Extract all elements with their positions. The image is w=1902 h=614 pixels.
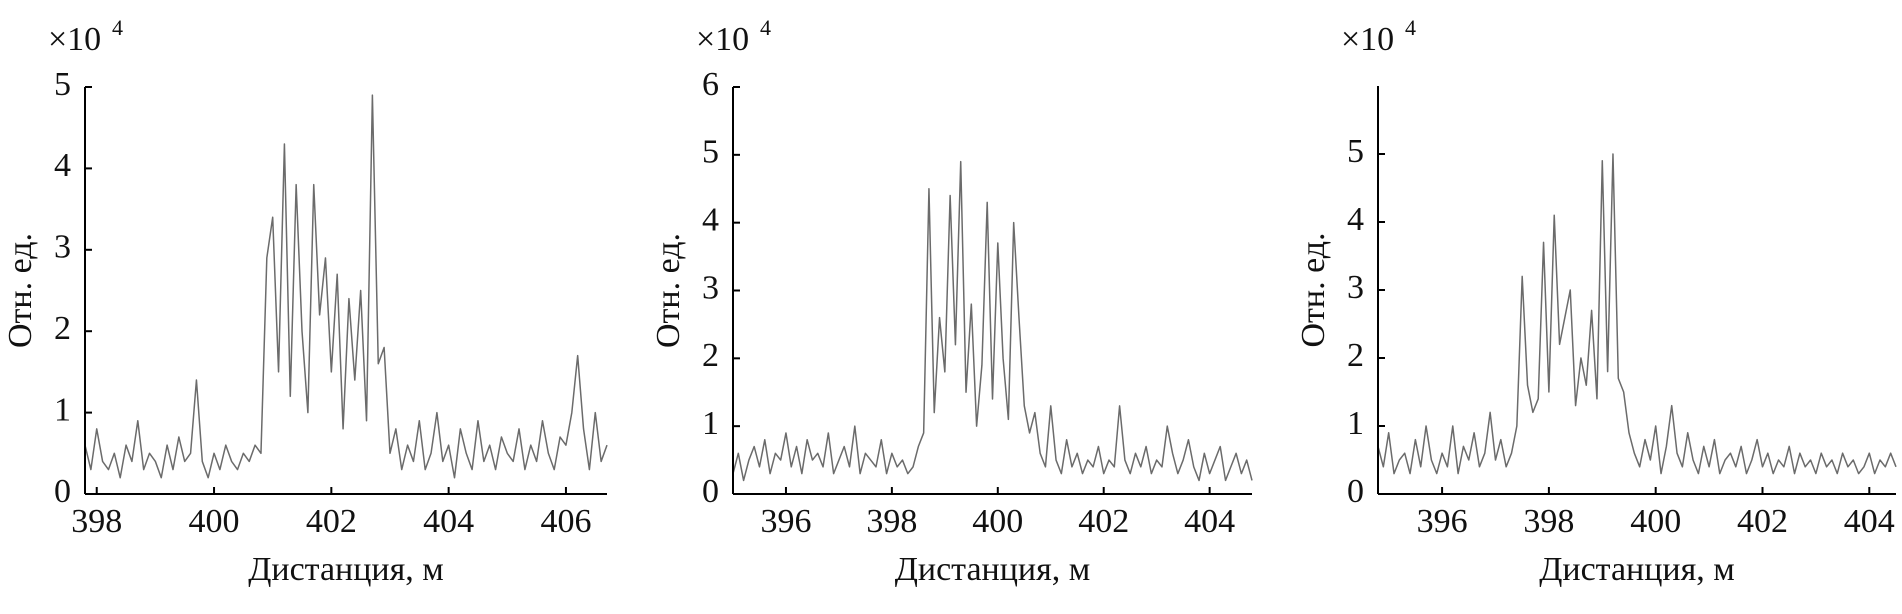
y-axis-label: Отн. ед. <box>2 233 39 348</box>
y-tick-label: 0 <box>702 473 719 510</box>
y-tick-label: 6 <box>702 66 719 103</box>
x-tick-label: 398 <box>71 503 122 540</box>
y-multiplier: ×10 <box>696 21 749 58</box>
x-tick-label: 402 <box>306 503 357 540</box>
y-tick-label: 0 <box>54 473 71 510</box>
y-tick-label: 2 <box>1347 337 1364 374</box>
y-multiplier-exponent: 4 <box>112 15 123 40</box>
y-tick-label: 2 <box>54 310 71 347</box>
x-tick-label: 396 <box>760 503 811 540</box>
y-tick-label: 3 <box>702 269 719 306</box>
x-axis-label: Дистанция, м <box>895 551 1091 588</box>
x-axis-label: Дистанция, м <box>248 551 444 588</box>
x-tick-label: 402 <box>1737 503 1788 540</box>
x-tick-label: 404 <box>1844 503 1895 540</box>
x-tick-label: 396 <box>1417 503 1468 540</box>
x-tick-label: 398 <box>866 503 917 540</box>
y-tick-label: 1 <box>702 405 719 442</box>
y-axis-label: Отн. ед. <box>650 233 687 348</box>
y-multiplier: ×10 <box>48 21 101 58</box>
x-tick-label: 400 <box>972 503 1023 540</box>
y-tick-label: 0 <box>1347 473 1364 510</box>
data-line <box>84 94 608 479</box>
y-multiplier-exponent: 4 <box>760 15 771 40</box>
x-tick-label: 402 <box>1078 503 1129 540</box>
x-tick-label: 400 <box>189 503 240 540</box>
y-tick-label: 1 <box>1347 405 1364 442</box>
y-tick-label: 4 <box>702 201 719 238</box>
x-tick-label: 404 <box>423 503 474 540</box>
y-tick-label: 5 <box>702 134 719 171</box>
y-tick-label: 1 <box>54 391 71 428</box>
x-tick-label: 404 <box>1184 503 1235 540</box>
y-axis-label: Отн. ед. <box>1295 232 1332 347</box>
y-tick-label: 4 <box>54 147 71 184</box>
y-tick-label: 5 <box>54 66 71 103</box>
x-axis-label: Дистанция, м <box>1539 551 1735 588</box>
y-tick-label: 5 <box>1347 133 1364 170</box>
data-line <box>1377 153 1897 475</box>
y-multiplier: ×10 <box>1341 21 1394 58</box>
data-line <box>732 160 1253 482</box>
y-tick-label: 3 <box>54 229 71 266</box>
y-tick-label: 3 <box>1347 269 1364 306</box>
y-tick-label: 2 <box>702 337 719 374</box>
x-tick-label: 398 <box>1523 503 1574 540</box>
x-tick-label: 406 <box>540 503 591 540</box>
y-multiplier-exponent: 4 <box>1405 15 1416 40</box>
y-tick-label: 4 <box>1347 201 1364 238</box>
x-tick-label: 400 <box>1630 503 1681 540</box>
